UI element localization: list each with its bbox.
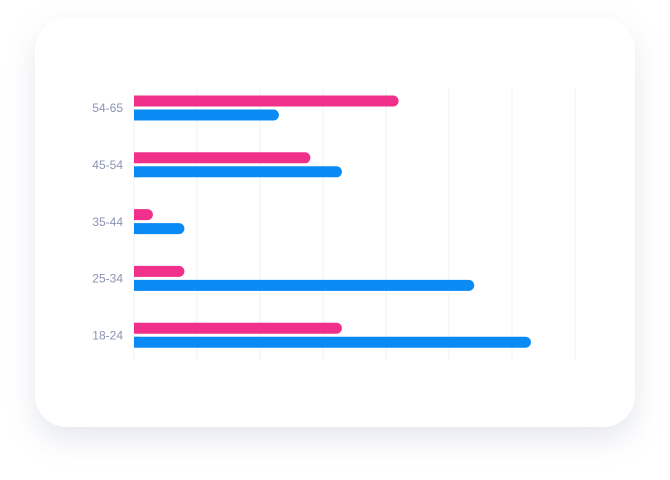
bar-base — [134, 336, 140, 348]
bar — [134, 265, 185, 277]
y-tick-label: 18-24 — [92, 328, 123, 342]
bar-base — [134, 95, 140, 107]
bar — [134, 152, 311, 164]
bar-base — [134, 265, 140, 277]
bar — [134, 279, 475, 291]
card — [35, 18, 635, 427]
bar — [134, 322, 342, 334]
y-tick-label: 45-54 — [92, 158, 123, 172]
bar — [134, 166, 342, 178]
bar-base — [134, 209, 140, 221]
y-tick-label: 54-65 — [92, 101, 123, 115]
bar — [134, 109, 279, 121]
bar-base — [134, 279, 140, 291]
y-tick-label: 25-34 — [92, 272, 123, 286]
bar — [134, 223, 185, 235]
bar-base — [134, 166, 140, 178]
bar — [134, 336, 531, 348]
y-tick-label: 35-44 — [92, 215, 123, 229]
bar-base — [134, 322, 140, 334]
bar — [134, 95, 399, 107]
bar-base — [134, 223, 140, 235]
bar-base — [134, 109, 140, 121]
bar-base — [134, 152, 140, 164]
